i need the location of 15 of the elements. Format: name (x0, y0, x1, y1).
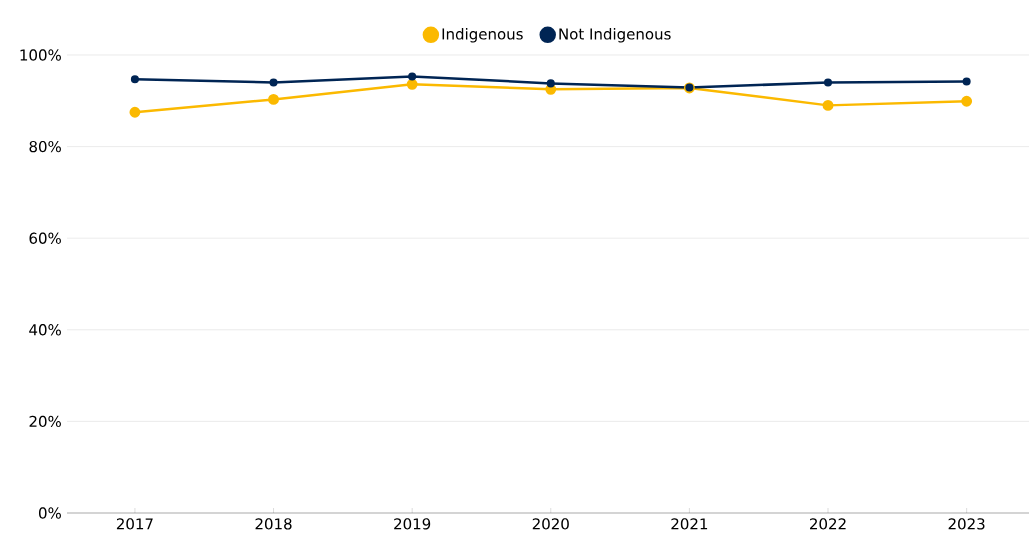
x-tick-label: 2019 (394, 518, 431, 530)
x-tick-label: 2017 (116, 518, 153, 530)
y-tick-label: 60% (29, 232, 61, 244)
x-tick-label: 2021 (671, 518, 708, 530)
x-tick-label: 2020 (532, 518, 569, 530)
y-tick-label: 40% (29, 324, 61, 336)
legend-label: Indigenous (442, 28, 523, 43)
x-tick-label: 2022 (810, 518, 846, 530)
x-tick-label: 2023 (948, 518, 985, 530)
y-tick-label: 0% (38, 507, 61, 519)
y-tick-label: 100% (20, 49, 61, 61)
x-tick-label: 2018 (255, 518, 292, 530)
legend-label: Not Indigenous (559, 28, 671, 43)
y-tick-label: 20% (29, 415, 61, 428)
y-tick-label: 80% (29, 140, 61, 153)
